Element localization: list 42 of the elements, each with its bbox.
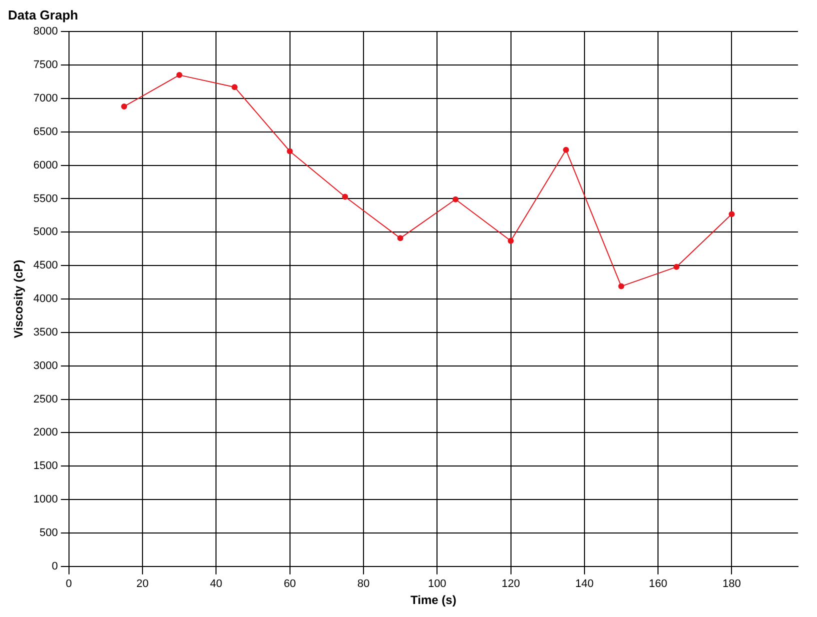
point [176, 72, 182, 78]
point [397, 235, 404, 242]
x-tick-label: 80 [357, 578, 370, 590]
y-tick-label: 1500 [33, 460, 58, 472]
point [342, 194, 348, 200]
point [286, 148, 293, 154]
point [121, 103, 128, 110]
y-tick-label: 5500 [33, 192, 58, 205]
y-tick-label: 6000 [33, 159, 58, 172]
x-tick-label: 160 [648, 578, 668, 590]
point [508, 238, 514, 244]
y-axis-title: Viscosity (cP) [12, 260, 26, 338]
point [618, 283, 624, 290]
y-tick-label: 7000 [33, 92, 58, 104]
x-axis-title: Time (s) [410, 593, 456, 608]
x-tick-label: 60 [284, 578, 296, 590]
y-tick-label: 3500 [33, 326, 58, 338]
x-tick-label: 180 [722, 578, 741, 590]
point [673, 264, 680, 270]
x-tick-label: 100 [428, 578, 446, 590]
point [452, 196, 459, 202]
point [563, 146, 570, 153]
y-tick-label: 5000 [33, 226, 58, 238]
y-tick-label: 0 [52, 560, 58, 572]
y-tick-label: 7500 [33, 59, 58, 72]
y-tick-label: 4000 [33, 293, 58, 306]
x-tick-label: 120 [502, 578, 520, 590]
y-tick-label: 8000 [33, 26, 58, 38]
y-tick-label: 4500 [33, 260, 58, 272]
x-tick-label: 40 [210, 578, 222, 590]
y-tick-label: 3000 [33, 360, 58, 372]
y-tick-label: 2000 [33, 426, 58, 439]
x-tick-label: 0 [66, 578, 72, 590]
y-tick-label: 500 [40, 527, 58, 540]
y-tick-label: 2500 [33, 393, 58, 406]
x-tick-label: 20 [136, 578, 149, 590]
y-tick-label: 1000 [33, 494, 58, 506]
x-tick-label: 140 [575, 578, 594, 590]
point [728, 211, 735, 218]
point [232, 84, 238, 90]
y-tick-label: 6500 [33, 126, 58, 138]
chart-title: Data Graph [8, 7, 78, 22]
